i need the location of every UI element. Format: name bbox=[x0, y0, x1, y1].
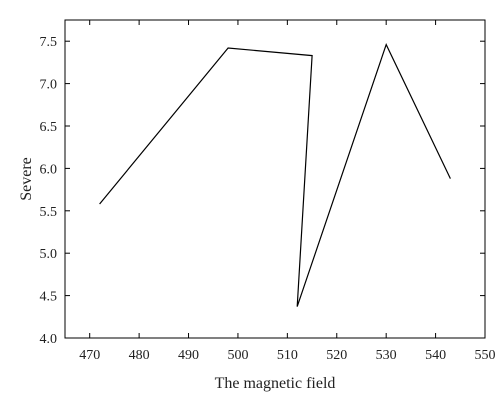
series-layer bbox=[99, 43, 451, 307]
plot-frame bbox=[64, 19, 486, 339]
x-tick-label: 540 bbox=[425, 348, 446, 363]
x-tick-label: 490 bbox=[178, 348, 199, 363]
x-tick-label: 480 bbox=[129, 348, 150, 363]
x-tick-label: 530 bbox=[376, 348, 397, 363]
x-tick-label: 470 bbox=[79, 348, 100, 363]
y-tick-label: 7.0 bbox=[40, 78, 58, 93]
y-tick-label: 6.5 bbox=[40, 120, 58, 135]
x-tick-label: 510 bbox=[277, 348, 298, 363]
x-tick-label: 500 bbox=[227, 348, 248, 363]
y-axis-title: Severe bbox=[18, 157, 35, 201]
x-axis-ticks: 470 480 490 500 510 520 530 540 550 bbox=[79, 20, 496, 363]
y-tick-label: 5.5 bbox=[40, 205, 58, 220]
y-tick-label: 7.5 bbox=[40, 35, 58, 50]
y-tick-label: 6.0 bbox=[40, 162, 58, 177]
x-tick-label: 520 bbox=[326, 348, 347, 363]
y-tick-label: 4.0 bbox=[40, 332, 58, 347]
series-line bbox=[99, 43, 451, 307]
y-tick-label: 4.5 bbox=[40, 290, 58, 305]
x-tick-label: 550 bbox=[475, 348, 496, 363]
y-axis-ticks: 4.0 4.5 5.0 5.5 6.0 6.5 7.0 7.5 bbox=[40, 35, 485, 347]
x-axis-title: The magnetic field bbox=[215, 375, 336, 392]
y-tick-label: 5.0 bbox=[40, 247, 58, 262]
